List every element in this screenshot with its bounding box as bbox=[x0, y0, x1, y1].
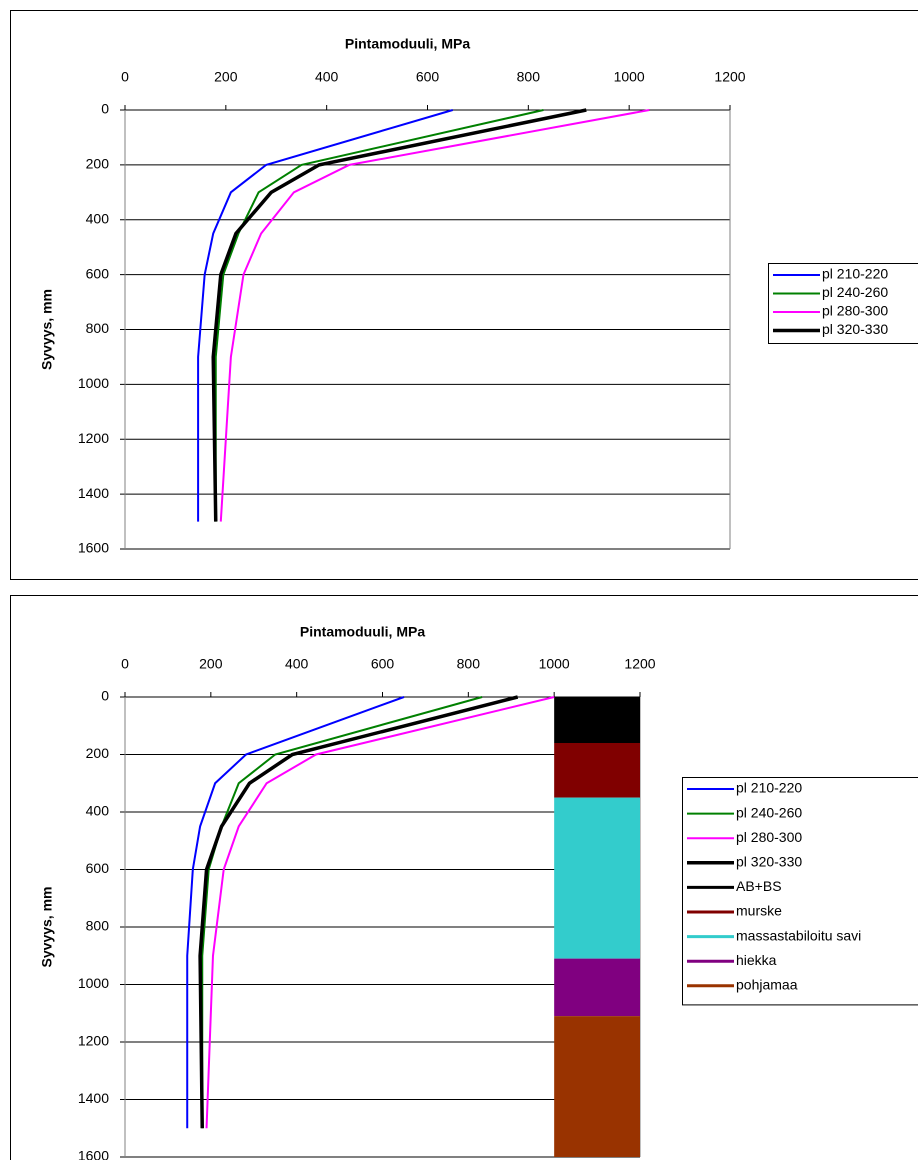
legend-label: pl 280-300 bbox=[822, 303, 888, 319]
x-tick-label: 200 bbox=[199, 656, 223, 672]
x-tick-label: 1200 bbox=[624, 656, 655, 672]
y-tick-label: 400 bbox=[86, 210, 110, 226]
data-line bbox=[202, 697, 482, 1128]
x-tick-label: 0 bbox=[121, 69, 129, 85]
legend-label: pohjamaa bbox=[736, 977, 798, 993]
legend-label: pl 210-220 bbox=[822, 266, 888, 282]
x-tick-label: 400 bbox=[315, 69, 339, 85]
x-tick-label: 1000 bbox=[614, 69, 645, 85]
y-tick-label: 1600 bbox=[78, 1148, 109, 1160]
y-tick-label: 200 bbox=[86, 156, 110, 172]
legend-label: pl 280-300 bbox=[736, 829, 802, 845]
y-axis-title: Syvyys, mm bbox=[39, 289, 55, 370]
layer-segment bbox=[554, 743, 640, 798]
legend-label: massastabiloitu savi bbox=[736, 927, 861, 943]
y-tick-label: 800 bbox=[86, 320, 110, 336]
layer-segment bbox=[554, 697, 640, 743]
y-tick-label: 400 bbox=[86, 803, 110, 819]
x-tick-label: 0 bbox=[121, 656, 129, 672]
x-tick-label: 1000 bbox=[539, 656, 570, 672]
y-tick-label: 600 bbox=[86, 860, 110, 876]
x-tick-label: 1200 bbox=[714, 69, 745, 85]
legend-label: pl 320-330 bbox=[736, 854, 802, 870]
data-line bbox=[187, 697, 404, 1128]
y-tick-label: 1600 bbox=[78, 540, 109, 556]
layer-segment bbox=[554, 959, 640, 1017]
y-tick-label: 1000 bbox=[78, 975, 109, 991]
x-tick-label: 600 bbox=[371, 656, 395, 672]
layer-segment bbox=[554, 798, 640, 959]
legend-label: pl 320-330 bbox=[822, 321, 888, 337]
legend-label: pl 240-260 bbox=[822, 284, 888, 300]
y-tick-label: 1200 bbox=[78, 430, 109, 446]
y-tick-label: 200 bbox=[86, 745, 110, 761]
x-tick-label: 800 bbox=[517, 69, 541, 85]
x-tick-label: 800 bbox=[457, 656, 481, 672]
chart-title: Pintamoduuli, MPa bbox=[300, 624, 425, 640]
y-tick-label: 1200 bbox=[78, 1033, 109, 1049]
y-tick-label: 0 bbox=[101, 688, 109, 704]
page: Pintamoduuli, MPa Syvyys, mm 0 200 400 600 800… bbox=[0, 0, 918, 1160]
y-tick-label: 1400 bbox=[78, 1090, 109, 1106]
y-tick-label: 800 bbox=[86, 918, 110, 934]
data-line bbox=[200, 697, 518, 1128]
data-line bbox=[216, 110, 544, 522]
y-axis-title: Syvyys, mm bbox=[39, 887, 55, 968]
x-tick-label: 200 bbox=[214, 69, 238, 85]
y-tick-label: 1400 bbox=[78, 485, 109, 501]
chart-title: Pintamoduuli, MPa bbox=[345, 36, 470, 52]
legend-label: AB+BS bbox=[736, 878, 782, 894]
data-line bbox=[213, 110, 586, 522]
data-line bbox=[207, 697, 555, 1128]
legend-label: pl 210-220 bbox=[736, 780, 802, 796]
x-tick-label: 400 bbox=[285, 656, 309, 672]
y-tick-label: 600 bbox=[86, 265, 110, 281]
y-tick-label: 1000 bbox=[78, 375, 109, 391]
legend-label: murske bbox=[736, 903, 782, 919]
layer-segment bbox=[554, 1016, 640, 1157]
x-tick-label: 600 bbox=[416, 69, 440, 85]
legend-label: pl 240-260 bbox=[736, 804, 802, 820]
data-line bbox=[221, 110, 650, 522]
y-tick-label: 0 bbox=[101, 101, 109, 117]
legend-label: hiekka bbox=[736, 952, 777, 968]
